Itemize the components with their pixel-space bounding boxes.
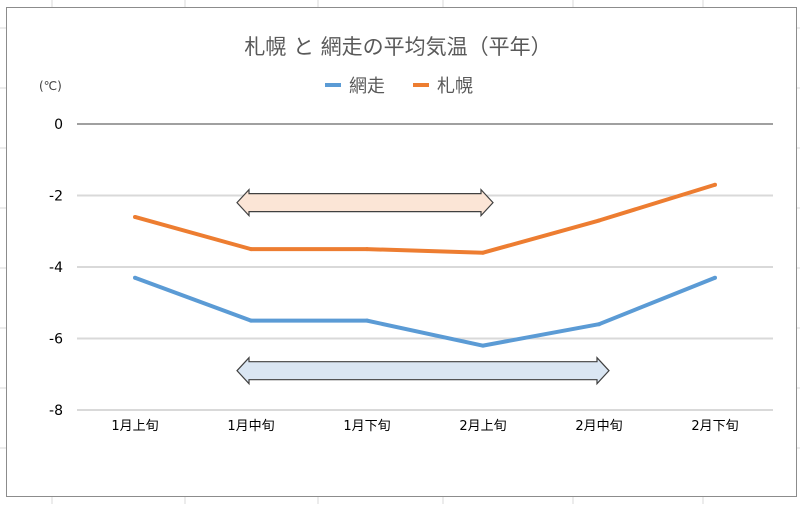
legend-label: 網走 xyxy=(349,76,385,97)
x-tick-label: 2月上旬 xyxy=(459,419,506,434)
data-point[interactable] xyxy=(365,318,369,323)
x-tick-label: 1月下旬 xyxy=(343,419,390,434)
x-tick-label: 1月中旬 xyxy=(227,419,274,434)
x-tick-label: 2月下旬 xyxy=(691,419,738,434)
data-point[interactable] xyxy=(249,247,253,252)
line-chart: 札幌 と 網走の平均気温（平年） (℃) 網走 札幌 0 -2 -4 -6 -8 1月上旬… xyxy=(39,35,773,434)
data-point[interactable] xyxy=(133,214,137,219)
data-point[interactable] xyxy=(249,318,253,323)
chart-title: 札幌 と 網走の平均気温（平年） xyxy=(244,35,551,59)
x-tick-label: 2月中旬 xyxy=(575,419,622,434)
data-point[interactable] xyxy=(481,250,485,255)
series-line-1[interactable] xyxy=(134,182,716,255)
data-point[interactable] xyxy=(481,343,485,348)
data-point[interactable] xyxy=(713,182,717,187)
y-axis-unit-label: (℃) xyxy=(39,79,62,93)
y-tick-label: 0 xyxy=(54,117,63,133)
y-tick-label: -8 xyxy=(49,403,63,419)
data-point[interactable] xyxy=(365,247,369,252)
y-tick-label: -4 xyxy=(49,260,63,276)
data-point[interactable] xyxy=(597,322,601,327)
chart-area[interactable]: 札幌 と 網走の平均気温（平年） (℃) 網走 札幌 0 -2 -4 -6 -8 1月上旬… xyxy=(6,7,797,497)
legend: 網走 札幌 xyxy=(325,76,473,97)
x-tick-label: 1月上旬 xyxy=(111,419,158,434)
double-arrow-annotation[interactable] xyxy=(236,356,610,386)
data-point[interactable] xyxy=(133,275,137,280)
data-point[interactable] xyxy=(713,275,717,280)
y-tick-label: -6 xyxy=(49,332,63,348)
legend-label: 札幌 xyxy=(437,76,473,97)
y-tick-label: -2 xyxy=(49,189,63,205)
double-arrow-annotation[interactable] xyxy=(236,188,494,218)
series-line-0[interactable] xyxy=(134,275,716,348)
data-point[interactable] xyxy=(597,218,601,223)
